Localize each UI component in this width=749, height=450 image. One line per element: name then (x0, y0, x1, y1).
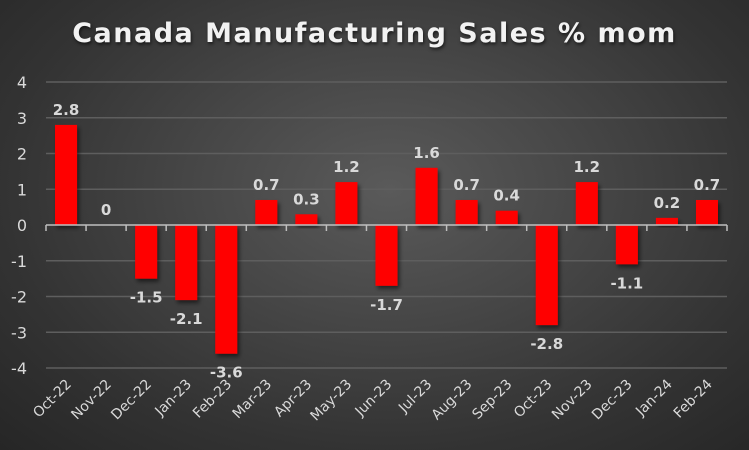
data-label: 0.2 (654, 194, 681, 212)
data-label: -1.5 (130, 289, 163, 307)
data-label: -2.1 (170, 310, 203, 328)
x-tick-label: May-23 (307, 377, 355, 425)
data-label: 0.3 (293, 190, 320, 208)
y-tick-label: 2 (17, 145, 27, 164)
x-tick-label: Dec-23 (589, 377, 636, 424)
x-tick-label: Nov-23 (549, 377, 596, 424)
data-label: 1.2 (333, 158, 360, 176)
bar (575, 182, 598, 225)
x-tick-label: Oct-23 (511, 377, 556, 422)
data-label: -3.6 (210, 364, 243, 382)
x-tick-label: Oct-22 (30, 377, 75, 422)
x-tick-label: Jan-23 (152, 377, 195, 420)
data-label: 1.2 (574, 158, 601, 176)
x-tick-label: Feb-24 (671, 376, 716, 421)
bar (655, 217, 678, 225)
bar (495, 210, 518, 225)
bar (535, 225, 558, 326)
x-tick-label: Nov-22 (68, 377, 115, 424)
bar (695, 199, 718, 225)
data-label: 0.7 (453, 176, 480, 194)
data-label: 0.7 (253, 176, 280, 194)
x-tick-label: Aug-23 (429, 377, 476, 424)
x-tick-label: Mar-23 (230, 377, 276, 423)
bar (615, 225, 638, 265)
bar (375, 225, 398, 286)
bar (55, 124, 78, 225)
data-label: -1.7 (370, 296, 403, 314)
y-tick-label: -1 (11, 252, 27, 271)
y-tick-label: -2 (11, 288, 27, 307)
bar (255, 199, 278, 225)
bar (215, 225, 238, 354)
x-tick-label: Sep-23 (469, 377, 515, 423)
data-label: 1.6 (413, 144, 440, 162)
bar (295, 214, 318, 225)
data-label: -2.8 (530, 335, 563, 353)
bar (135, 225, 158, 279)
x-tick-label: Jan-24 (632, 376, 676, 420)
y-tick-label: -4 (11, 359, 27, 378)
data-label: 2.8 (53, 101, 80, 119)
y-tick-label: 4 (17, 73, 27, 92)
y-tick-label: 3 (17, 109, 27, 128)
data-label: 0.4 (493, 187, 520, 205)
y-tick-label: 0 (17, 216, 27, 235)
data-label: -1.1 (610, 274, 643, 292)
x-tick-label: Dec-22 (108, 377, 155, 424)
x-tick-label: Feb-23 (190, 377, 235, 422)
data-label: 0 (101, 201, 111, 219)
x-tick-label: Jun-23 (352, 377, 396, 421)
bar (415, 167, 438, 225)
chart-title: Canada Manufacturing Sales % mom (72, 18, 677, 49)
y-tick-label: 1 (17, 180, 27, 199)
bar (455, 199, 478, 225)
bar (335, 182, 358, 225)
data-label: 0.7 (694, 176, 721, 194)
y-tick-label: -3 (11, 323, 27, 342)
bar (175, 225, 198, 301)
